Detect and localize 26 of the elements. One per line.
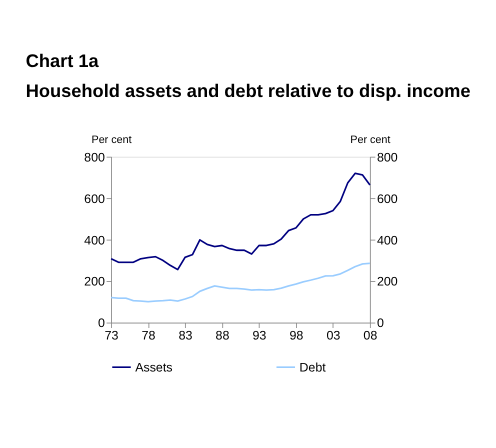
y2-tick-label: 600: [376, 192, 398, 206]
x-tick-label: 03: [326, 328, 340, 343]
x-tick-label: 78: [142, 328, 156, 343]
y2-axis-title: Per cent: [350, 134, 390, 146]
y2-tick-label: 200: [376, 274, 398, 289]
x-tick-label: 98: [289, 328, 304, 343]
y2-tick-label: 400: [376, 233, 398, 248]
line-series: [110, 172, 371, 270]
x-tick-label: 93: [252, 328, 266, 343]
y-tick-label: 0: [98, 316, 105, 330]
legend-label: Debt: [299, 360, 326, 374]
y-tick-label: 600: [84, 192, 105, 206]
y2-tick-label: 0: [376, 316, 384, 330]
y-axis-title: Per cent: [92, 134, 132, 146]
x-tick-label: 88: [216, 328, 230, 343]
legend-label: Assets: [135, 360, 173, 374]
x-tick-label: 83: [178, 328, 192, 343]
chart-subtitle: Household assets and debt relative to disp. income: [26, 80, 471, 102]
y-tick-label: 800: [84, 150, 105, 164]
y-tick-label: 400: [84, 233, 105, 248]
x-tick-label: 73: [104, 328, 119, 343]
chart-title: Chart 1a: [26, 50, 100, 72]
line-series: [110, 262, 371, 303]
y-tick-label: 200: [84, 274, 105, 289]
x-tick-label: 08: [363, 328, 378, 343]
y2-tick-label: 800: [376, 150, 398, 164]
